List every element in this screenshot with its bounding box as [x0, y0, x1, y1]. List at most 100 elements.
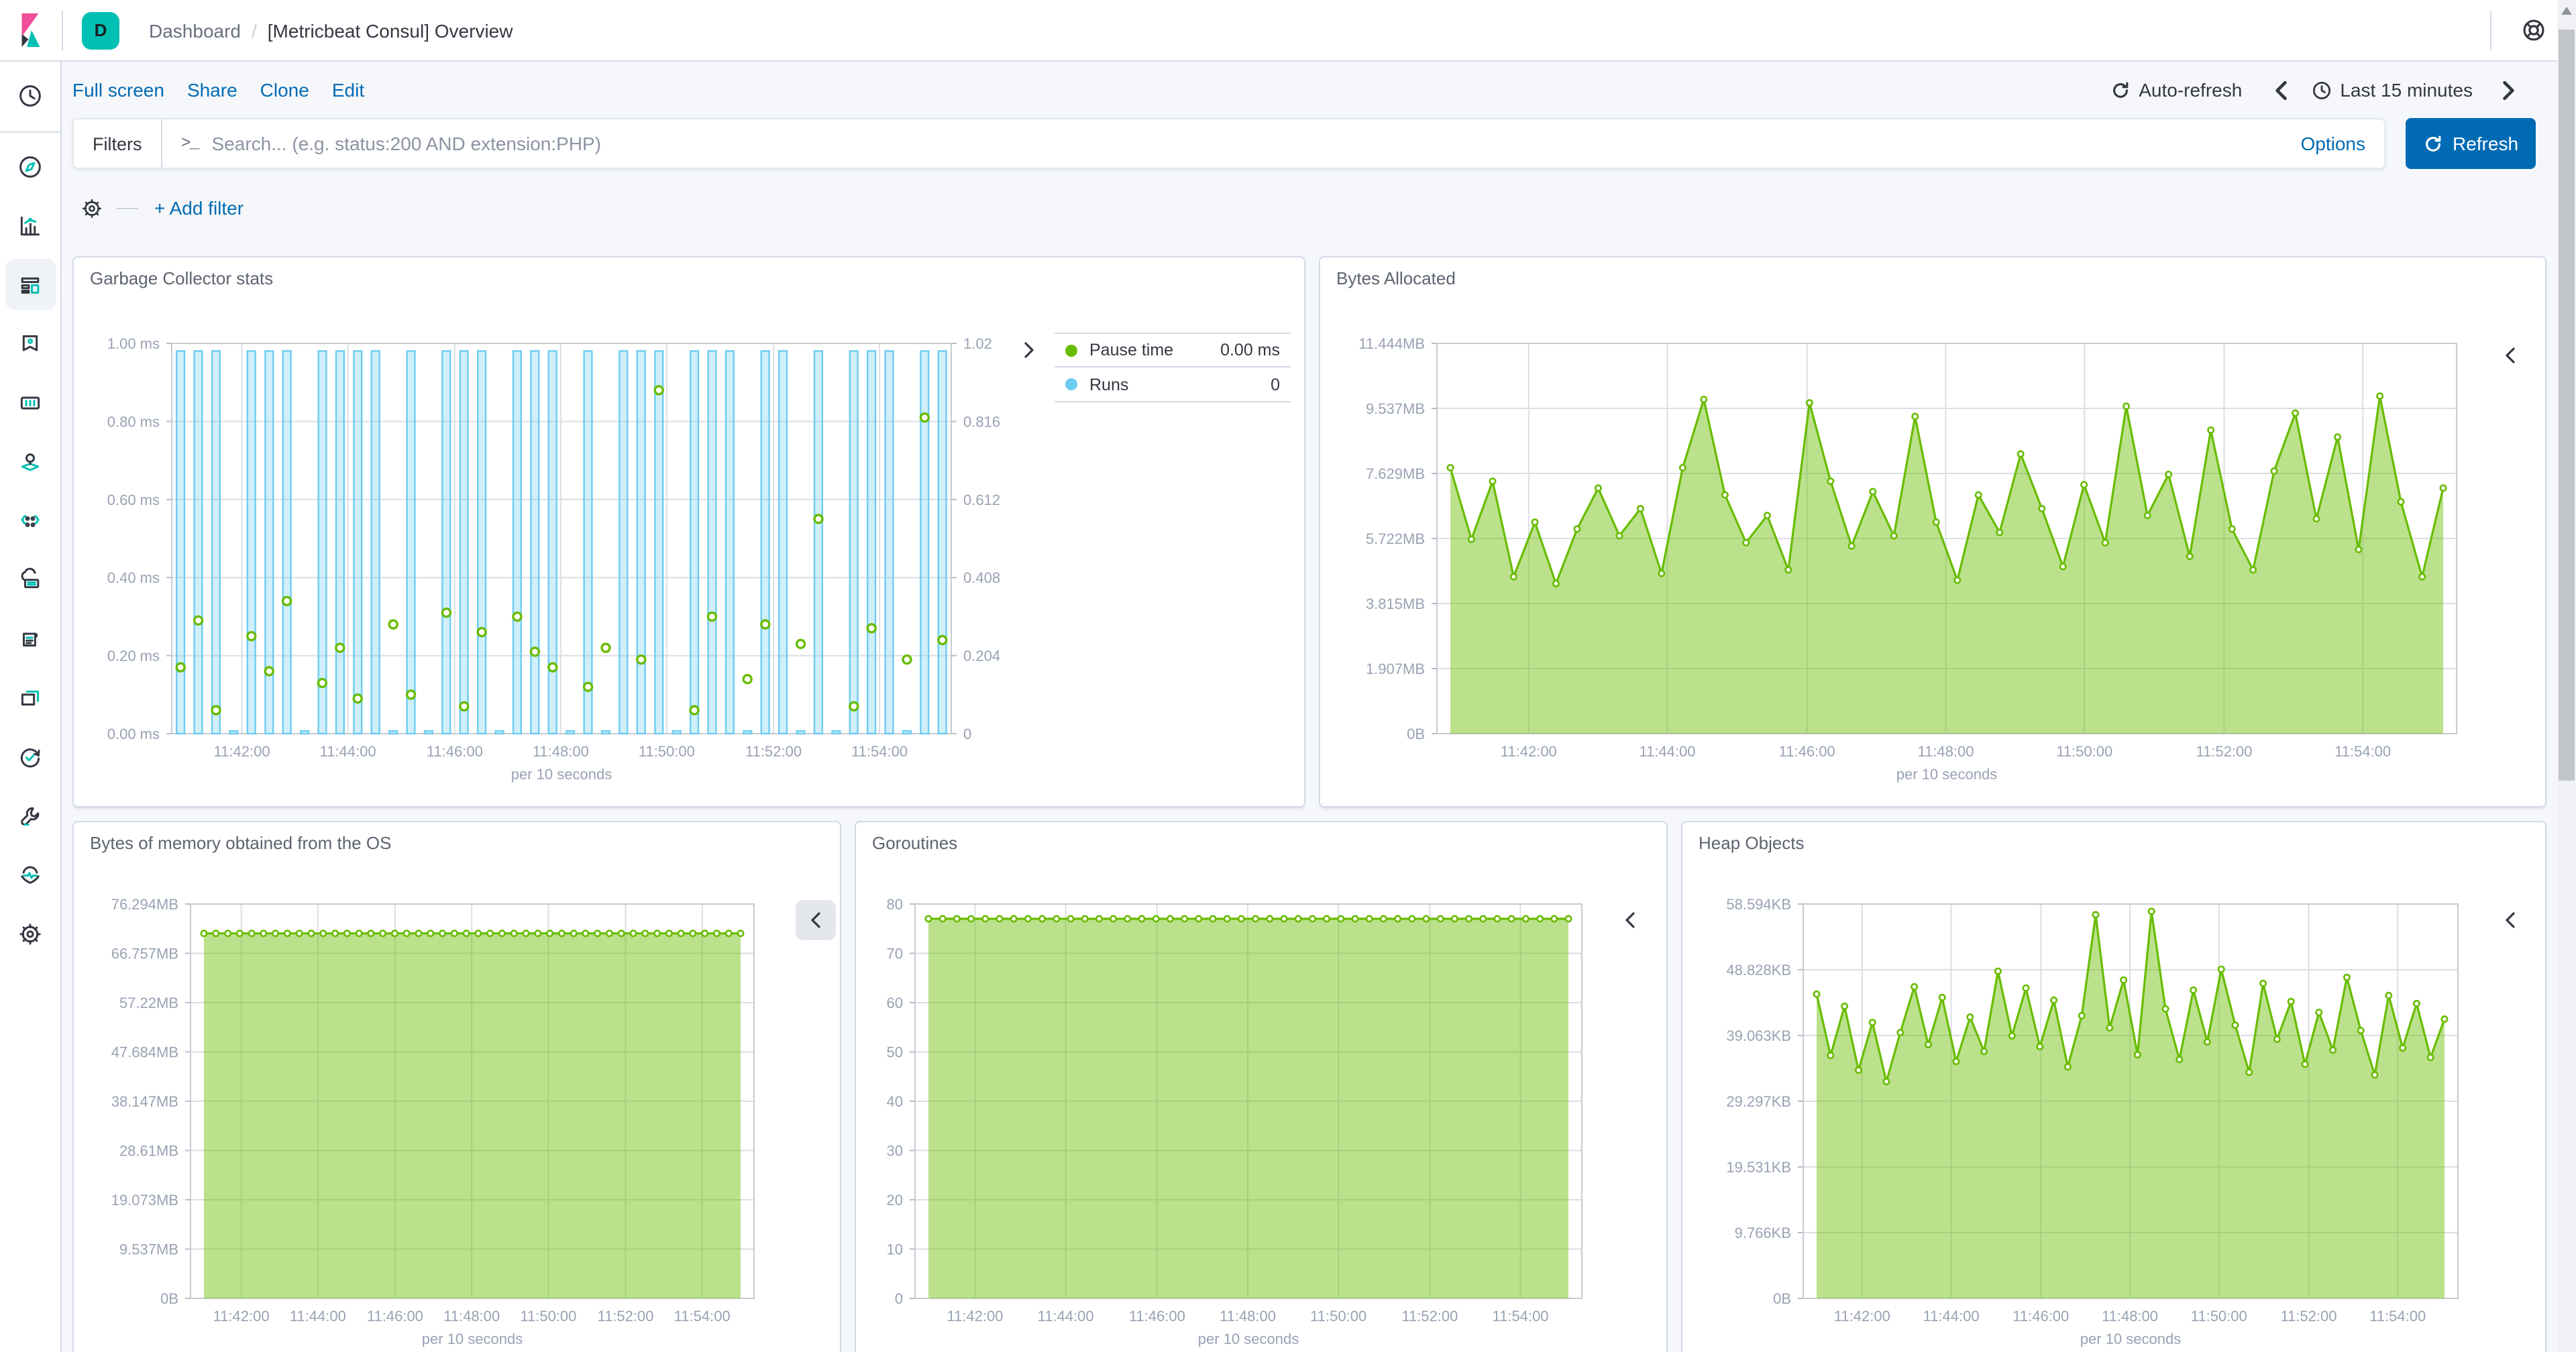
add-filter-link[interactable]: + Add filter: [154, 197, 244, 219]
collapse-legend-button[interactable]: [1618, 905, 1644, 935]
svg-text:11:42:00: 11:42:00: [214, 743, 270, 760]
svg-text:0: 0: [963, 726, 971, 742]
refresh-button[interactable]: Refresh: [2406, 118, 2536, 169]
edit-link[interactable]: Edit: [331, 79, 365, 101]
dashboard-action-bar: Full screen Share Clone Edit Auto-refres…: [62, 63, 2557, 117]
svg-text:11:42:00: 11:42:00: [213, 1308, 270, 1325]
sidebar-item-dashboard[interactable]: [5, 259, 56, 310]
kibana-logo[interactable]: [0, 0, 62, 60]
svg-text:30: 30: [887, 1143, 903, 1160]
svg-text:11:54:00: 11:54:00: [2369, 1308, 2426, 1325]
svg-text:11:48:00: 11:48:00: [1220, 1308, 1276, 1325]
share-link[interactable]: Share: [186, 79, 237, 101]
legend-row-runs[interactable]: Runs 0: [1055, 368, 1291, 402]
svg-text:0.612: 0.612: [963, 492, 1000, 508]
heap-objects-chart: 11:42:00 11:44:00 11:46:00 11:48:00 11:50:00…: [1726, 896, 2459, 1347]
svg-text:11:44:00: 11:44:00: [290, 1308, 346, 1325]
svg-text:0: 0: [895, 1290, 903, 1307]
chevron-left-icon: [2506, 912, 2515, 928]
svg-text:11:50:00: 11:50:00: [2191, 1308, 2247, 1325]
breadcrumb: Dashboard / [Metricbeat Consul] Overview: [149, 19, 513, 41]
legend-value: 0.00 ms: [1220, 341, 1280, 359]
svg-text:11:52:00: 11:52:00: [2280, 1308, 2337, 1325]
svg-text:19.073MB: 19.073MB: [111, 1192, 178, 1208]
svg-text:11:48:00: 11:48:00: [2102, 1308, 2158, 1325]
panel-title[interactable]: Garbage Collector stats: [90, 268, 274, 288]
auto-refresh-button[interactable]: Auto-refresh: [2110, 79, 2242, 101]
sidebar-item-discover[interactable]: [5, 141, 56, 192]
sidebar-item-recently-viewed[interactable]: [5, 70, 56, 121]
panel-title[interactable]: Heap Objects: [1699, 833, 1805, 853]
page-title: [Metricbeat Consul] Overview: [267, 19, 513, 41]
svg-text:11:44:00: 11:44:00: [1640, 743, 1696, 760]
scrollbar: [2557, 0, 2576, 1352]
svg-text:48.828KB: 48.828KB: [1726, 962, 1791, 978]
svg-text:20: 20: [887, 1192, 903, 1208]
sidebar-divider: [0, 131, 61, 133]
svg-text:11:46:00: 11:46:00: [1779, 743, 1835, 760]
sidebar-item-siem[interactable]: [5, 672, 56, 723]
search-bar: Filters >_ Options: [72, 118, 2385, 169]
sidebar-item-canvas[interactable]: [5, 318, 56, 369]
svg-text:11:52:00: 11:52:00: [2196, 743, 2252, 760]
svg-text:11:46:00: 11:46:00: [427, 743, 483, 760]
panel-title[interactable]: Bytes Allocated: [1336, 268, 1456, 288]
time-forward-button[interactable]: [2489, 80, 2517, 100]
filter-settings-button[interactable]: [80, 196, 103, 219]
sidebar-item-visualize[interactable]: [5, 200, 56, 251]
chevron-right-icon: [2503, 80, 2514, 100]
time-back-button[interactable]: [2261, 80, 2301, 100]
legend-toggle-button[interactable]: [1013, 333, 1044, 368]
svg-text:per 10 seconds: per 10 seconds: [422, 1331, 523, 1347]
legend-row-pause-time[interactable]: Pause time 0.00 ms: [1055, 333, 1291, 368]
sidebar-item-machine-learning[interactable]: [5, 377, 56, 428]
svg-text:11:46:00: 11:46:00: [2012, 1308, 2069, 1325]
maps-icon: [21, 453, 40, 471]
full-screen-link[interactable]: Full screen: [72, 79, 164, 101]
kibana-logo-icon: [21, 13, 40, 48]
sidebar-item-dev-tools[interactable]: [5, 790, 56, 841]
breadcrumb-dashboard-link[interactable]: Dashboard: [149, 19, 241, 41]
svg-text:11:44:00: 11:44:00: [1923, 1308, 1980, 1325]
svg-text:39.063KB: 39.063KB: [1726, 1027, 1791, 1044]
chevron-left-icon: [2506, 347, 2515, 363]
scrollbar-up-arrow-icon[interactable]: [2561, 7, 2572, 15]
search-input[interactable]: [211, 119, 2282, 168]
sidebar-item-logs[interactable]: [5, 613, 56, 664]
sidebar-item-uptime[interactable]: [5, 731, 56, 782]
scrollbar-thumb[interactable]: [2559, 30, 2575, 781]
panel-bytes-memory-os: Bytes of memory obtained from the OS 11:…: [72, 821, 841, 1352]
svg-text:1.907MB: 1.907MB: [1366, 661, 1425, 677]
space-badge[interactable]: D: [82, 11, 119, 49]
filters-button[interactable]: Filters: [74, 119, 162, 168]
svg-text:11:48:00: 11:48:00: [443, 1308, 500, 1325]
clone-link[interactable]: Clone: [260, 79, 309, 101]
svg-text:per 10 seconds: per 10 seconds: [511, 766, 612, 783]
collapse-legend-button[interactable]: [796, 900, 836, 940]
svg-text:11:42:00: 11:42:00: [947, 1308, 1003, 1325]
svg-text:11:52:00: 11:52:00: [597, 1308, 653, 1325]
svg-text:11.444MB: 11.444MB: [1358, 335, 1425, 352]
panel-title[interactable]: Bytes of memory obtained from the OS: [90, 833, 392, 853]
clock-icon: [2313, 80, 2331, 99]
collapse-legend-button[interactable]: [2498, 905, 2524, 935]
sidebar-item-apm[interactable]: [5, 495, 56, 546]
sidebar-item-stack-monitoring[interactable]: [5, 849, 56, 900]
sidebar-item-infrastructure[interactable]: [5, 554, 56, 605]
svg-text:76.294MB: 76.294MB: [111, 896, 178, 913]
query-prompt-icon: >_: [180, 134, 200, 153]
collapse-legend-button[interactable]: [2498, 341, 2524, 370]
options-link[interactable]: Options: [2300, 133, 2366, 154]
sidebar-item-maps[interactable]: [5, 436, 56, 487]
time-range-button[interactable]: Last 15 minutes: [2312, 79, 2473, 101]
svg-text:38.147MB: 38.147MB: [111, 1093, 178, 1110]
svg-text:0B: 0B: [160, 1290, 178, 1307]
panel-title[interactable]: Goroutines: [872, 833, 958, 853]
svg-text:11:54:00: 11:54:00: [674, 1308, 731, 1325]
svg-text:11:50:00: 11:50:00: [1310, 1308, 1366, 1325]
bytes-memory-os-chart: 11:42:00 11:44:00 11:46:00 11:48:00 11:50:00…: [111, 896, 755, 1347]
help-button[interactable]: [2521, 17, 2546, 43]
sidebar-item-management[interactable]: [5, 908, 56, 959]
svg-text:per 10 seconds: per 10 seconds: [1896, 766, 1997, 783]
